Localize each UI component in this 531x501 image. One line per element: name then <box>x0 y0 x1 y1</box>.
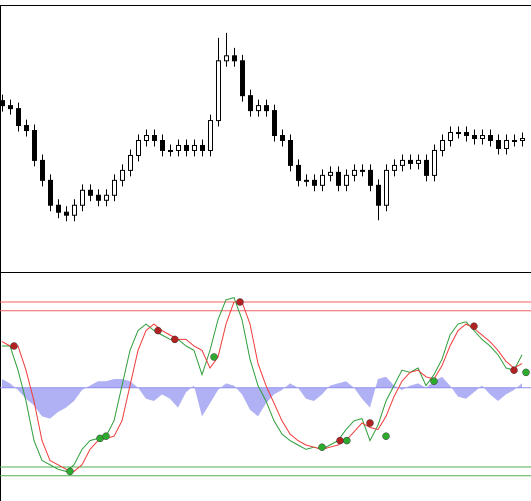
candle-body <box>416 159 421 164</box>
oscillator-line <box>2 296 523 472</box>
candle-body <box>16 108 21 127</box>
candle-body <box>432 149 437 176</box>
candle-body <box>312 179 317 186</box>
candle-body <box>152 135 157 141</box>
candle-body <box>496 139 501 149</box>
signal-dot <box>102 432 110 440</box>
candle-body <box>480 135 485 140</box>
signal-dot <box>510 366 518 374</box>
candle-body <box>144 135 149 141</box>
candle-body <box>120 169 125 181</box>
candle-body <box>72 204 77 216</box>
signal-dot <box>522 368 530 377</box>
signal-dot <box>210 353 218 361</box>
candle-body <box>504 139 509 149</box>
signal-dot <box>382 432 390 440</box>
candle-body <box>32 130 37 161</box>
candle-body <box>184 144 189 151</box>
candle-body <box>448 132 453 141</box>
candle-body <box>272 110 277 137</box>
candle-body <box>424 159 429 176</box>
candle-body <box>296 164 301 181</box>
candle-body <box>200 144 205 151</box>
candle-body <box>232 55 237 62</box>
candle-body <box>256 105 261 112</box>
oscillator-line <box>1 301 523 472</box>
candle-body <box>280 135 285 141</box>
candle-body <box>40 159 45 181</box>
signal-dot <box>366 419 374 427</box>
histogram-area <box>2 376 522 419</box>
candle-body <box>240 60 245 97</box>
candle-body <box>520 138 525 141</box>
candle-body <box>488 135 493 141</box>
candle-body <box>248 95 253 112</box>
candle-body <box>224 55 229 62</box>
candle-body <box>512 139 517 142</box>
candle-body <box>304 179 309 182</box>
candle-body <box>176 144 181 151</box>
candle-body <box>472 135 477 140</box>
signal-dot <box>336 436 344 445</box>
candle-body <box>8 105 13 110</box>
candle-body <box>24 125 29 132</box>
candle-body <box>464 132 469 137</box>
candle-body <box>48 179 53 206</box>
candle-body <box>192 144 197 151</box>
candle-body <box>368 169 373 186</box>
candle-body <box>128 154 133 171</box>
candle-body <box>0 100 5 107</box>
candle-body <box>216 60 221 122</box>
candle-body <box>168 149 173 152</box>
signal-dot <box>318 443 326 451</box>
signal-dot <box>430 377 438 385</box>
candle-body <box>440 139 445 151</box>
candle-body <box>64 211 69 216</box>
signal-dot <box>236 298 244 306</box>
candle-body <box>392 164 397 171</box>
signal-dot <box>154 326 162 335</box>
candle-body <box>160 139 165 151</box>
candle-body <box>56 204 61 213</box>
candle-body <box>112 179 117 196</box>
candle-body <box>384 169 389 206</box>
candle-body <box>288 139 293 166</box>
candle-body <box>456 132 461 135</box>
candle-body <box>360 169 365 172</box>
candle-body <box>376 184 381 206</box>
candle-body <box>80 189 85 206</box>
candle-body <box>88 189 93 196</box>
candle-body <box>352 169 357 176</box>
candle-body <box>408 159 413 164</box>
signal-dot <box>343 436 351 445</box>
candle-body <box>320 174 325 186</box>
candle-body <box>104 194 109 201</box>
candle-body <box>344 174 349 186</box>
signal-dot <box>66 467 74 476</box>
candle-body <box>96 194 101 201</box>
candle-body <box>328 171 333 176</box>
candle-body <box>336 171 341 186</box>
candle-body <box>400 159 405 166</box>
candle-body <box>264 105 269 112</box>
candle-body <box>208 120 213 151</box>
signal-dot <box>470 322 478 330</box>
candle-body <box>136 139 141 156</box>
signal-dot <box>10 342 18 350</box>
signal-dot <box>171 335 179 344</box>
